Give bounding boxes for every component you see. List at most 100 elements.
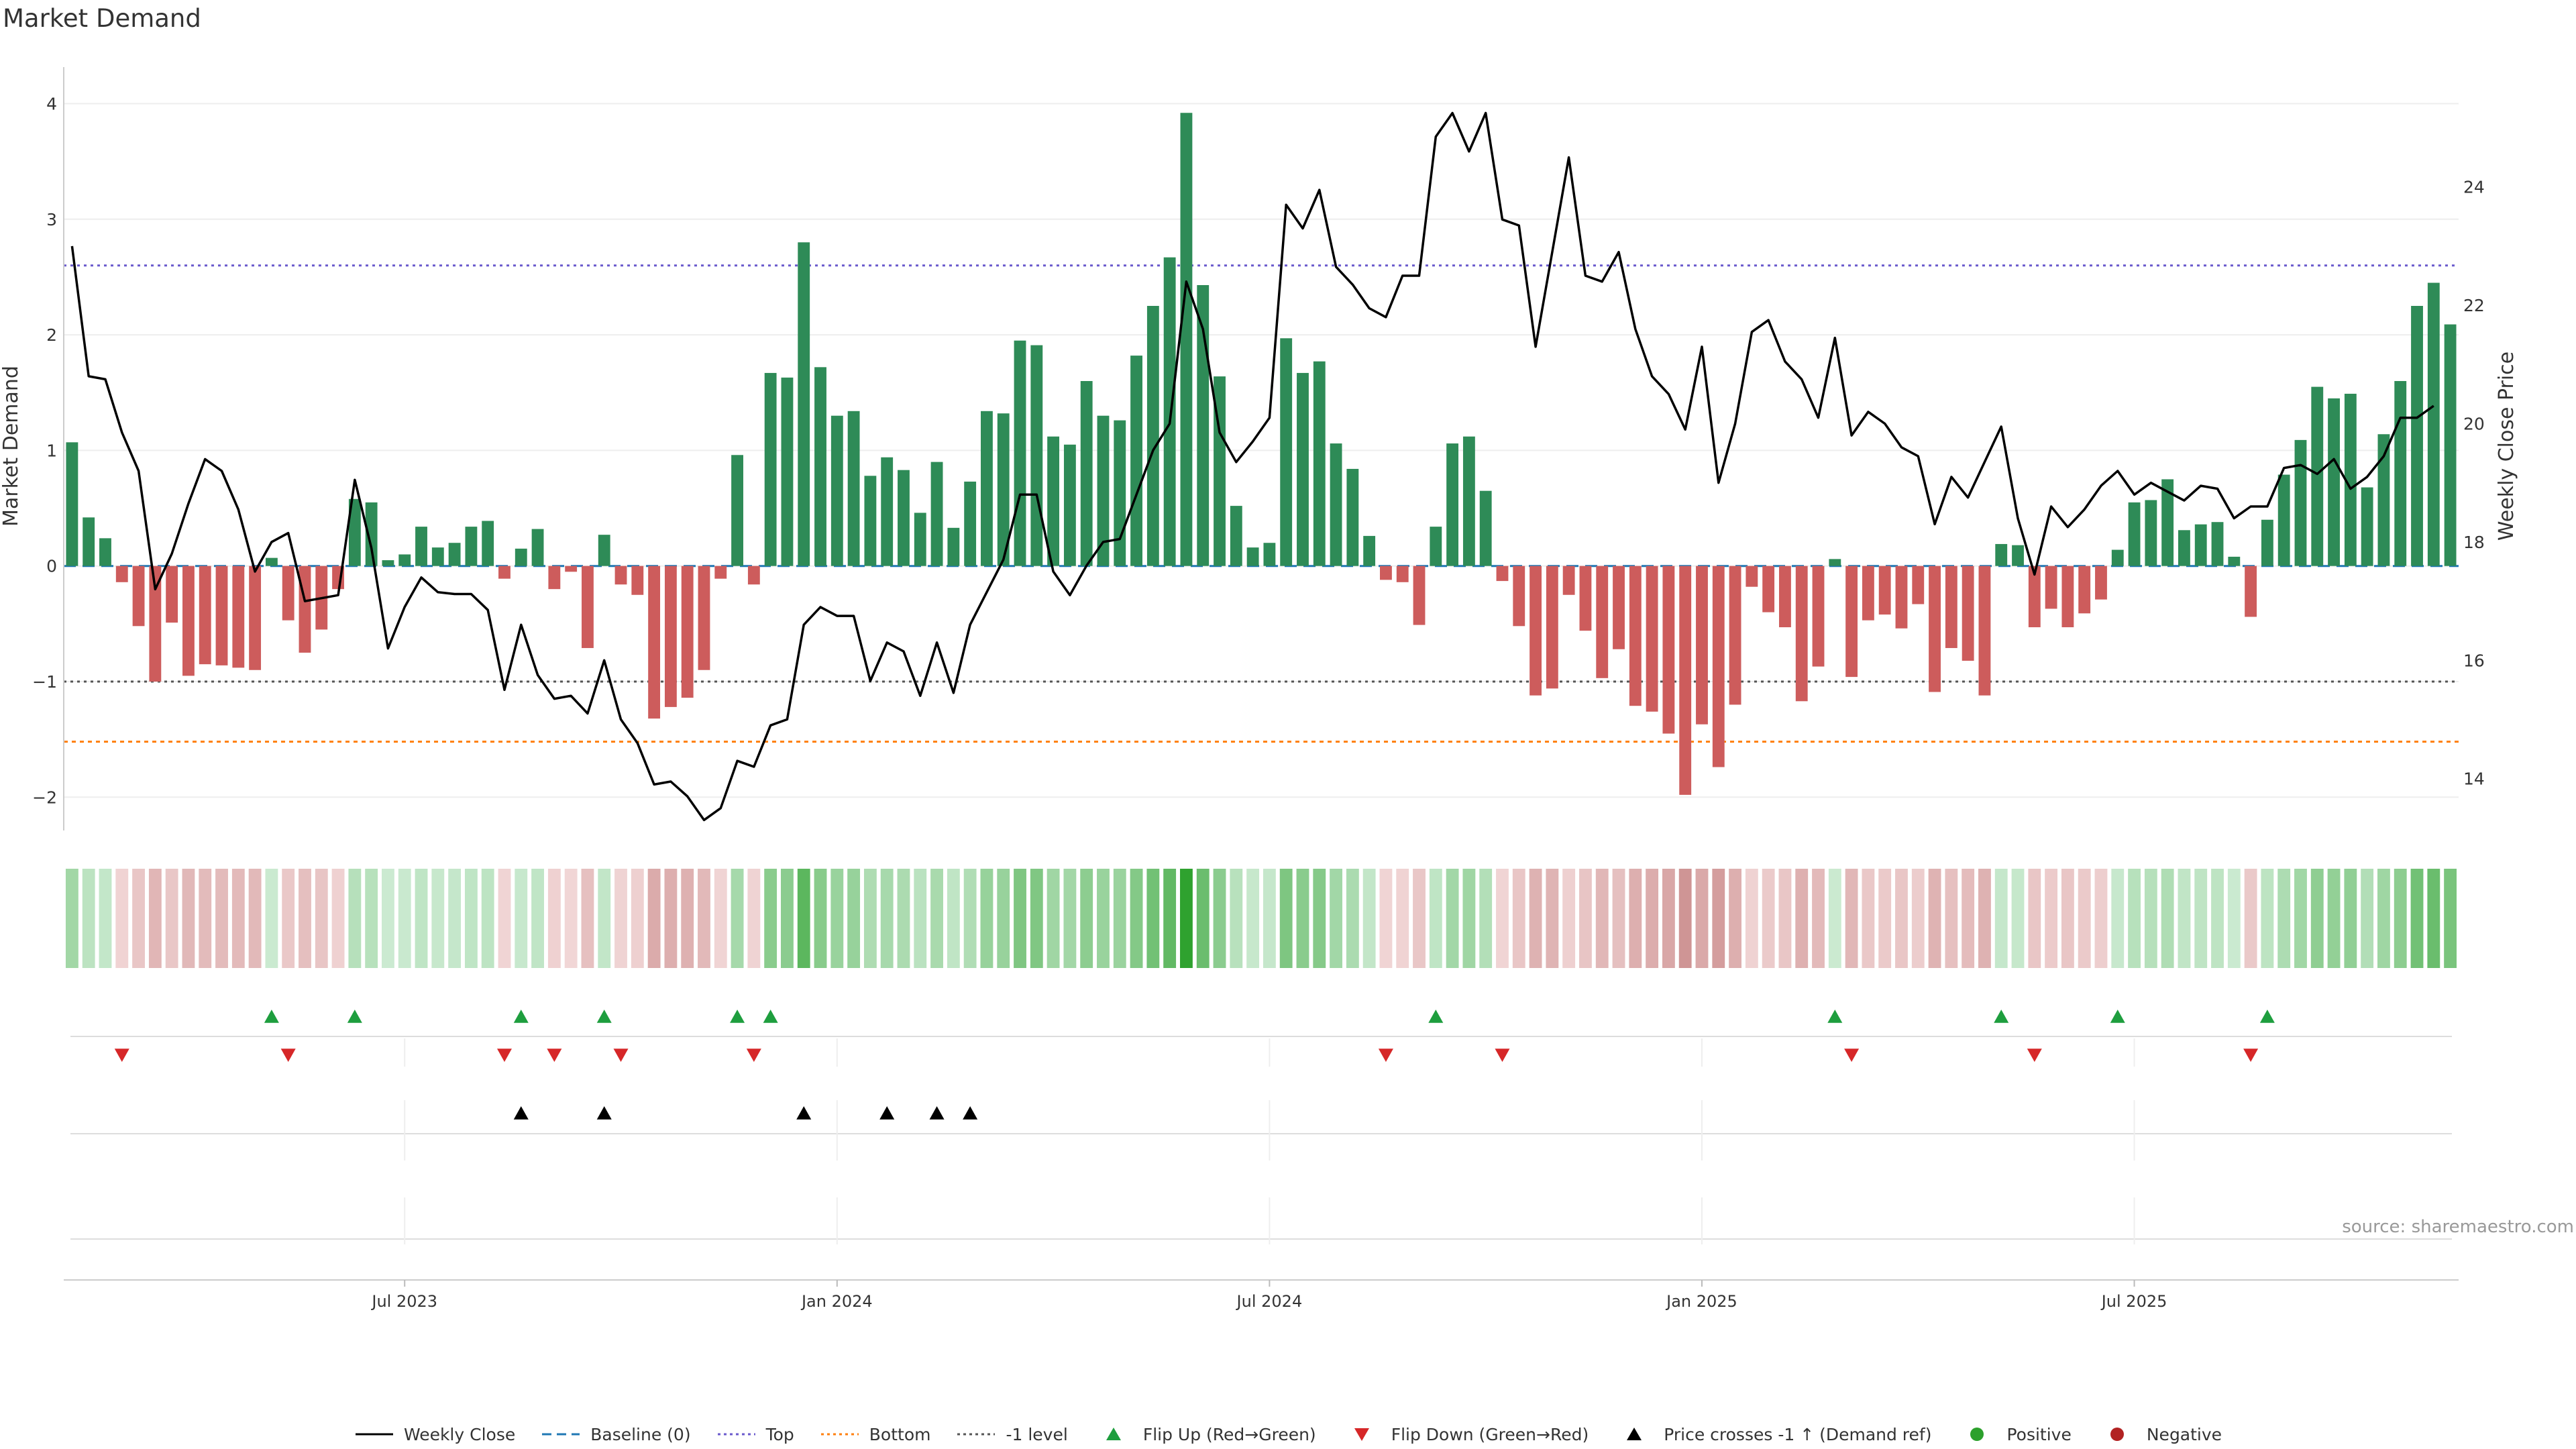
demand-bar (398, 554, 411, 566)
y2-tick-label: 16 (2463, 651, 2485, 670)
demand-bar (2311, 386, 2324, 566)
heat-cell (1113, 869, 1126, 968)
demand-bar (2045, 566, 2057, 609)
demand-bar (1346, 468, 1359, 566)
heat-cell (1529, 869, 1542, 968)
flip-up-marker (1827, 1010, 1843, 1023)
heat-cell (547, 869, 561, 968)
demand-bar (1214, 376, 1226, 566)
demand-bar (182, 566, 195, 676)
price-cross-marker (796, 1106, 812, 1120)
heat-cell (2310, 869, 2324, 968)
y-tick-label: 0 (46, 557, 57, 576)
heat-cell (1778, 869, 1792, 968)
demand-bar (382, 560, 394, 566)
legend-swatch (820, 1433, 859, 1436)
demand-bar (1413, 566, 1426, 625)
demand-bar (2078, 566, 2091, 614)
demand-bar (531, 529, 544, 566)
demand-bar (1746, 566, 1758, 587)
heat-cell (930, 869, 943, 968)
heat-cell (2111, 869, 2125, 968)
heat-cell (1213, 869, 1226, 968)
demand-bar (1845, 566, 1858, 678)
heat-cell (2045, 869, 2058, 968)
heat-cell (664, 869, 678, 968)
demand-bar (431, 547, 444, 566)
heat-cell (1263, 869, 1276, 968)
y2-tick-label: 14 (2463, 769, 2485, 789)
demand-bar (2245, 566, 2257, 617)
demand-bar (2377, 434, 2390, 566)
legend-symbol (1627, 1428, 1642, 1440)
demand-bar (898, 470, 910, 566)
legend-item: Price crosses -1 ↑ (Demand ref) (1614, 1425, 1931, 1444)
demand-bar (548, 566, 561, 590)
demand-bar (698, 566, 710, 670)
demand-bar (415, 527, 427, 566)
demand-bar (614, 566, 627, 585)
heat-cell (1646, 869, 1659, 968)
legend-label: Negative (2146, 1424, 2222, 1444)
x-tick-label: Jan 2024 (800, 1292, 873, 1311)
demand-bar (1795, 566, 1808, 702)
heat-cell (2178, 869, 2191, 968)
demand-bar (132, 566, 145, 627)
heat-cell (348, 869, 362, 968)
heat-cell (448, 869, 462, 968)
y-tick-label: −2 (32, 788, 57, 807)
demand-bar (1646, 566, 1658, 712)
demand-bar (2061, 566, 2074, 628)
flip-down-marker (746, 1049, 761, 1062)
heat-cell (1080, 869, 1093, 968)
demand-bar (115, 566, 128, 582)
demand-bar (1230, 506, 1242, 566)
heat-cell (1246, 869, 1260, 968)
price-cross-marker (596, 1106, 612, 1120)
demand-bar (99, 538, 111, 566)
heat-cell (1612, 869, 1625, 968)
demand-bar (565, 566, 578, 572)
heat-cell (1462, 869, 1476, 968)
heat-cell (1429, 869, 1442, 968)
source-note: source: sharemaestro.com (2342, 1217, 2574, 1237)
demand-bar (2095, 566, 2107, 600)
heat-cell (2161, 869, 2174, 968)
heat-cell (1911, 869, 1925, 968)
heat-cell (1163, 869, 1177, 968)
heat-cell (2294, 869, 2307, 968)
heat-cell (781, 869, 794, 968)
demand-bar (282, 566, 294, 621)
demand-bar (1330, 443, 1342, 566)
chart-legend: Weekly Close Baseline (0) Top Bottom -1 leve… (0, 1421, 2576, 1448)
demand-bar (448, 543, 461, 566)
demand-bar (2178, 530, 2190, 566)
demand-bar (598, 535, 610, 566)
heat-cell (331, 869, 345, 968)
legend-symbol (2110, 1428, 2124, 1441)
demand-bar (1280, 338, 1293, 566)
demand-bar (232, 566, 245, 668)
legend-label: Top (765, 1424, 794, 1444)
legend-label: Weekly Close (403, 1424, 516, 1444)
heat-cell (947, 869, 960, 968)
demand-bar (747, 566, 760, 585)
demand-bar (1712, 566, 1725, 767)
heat-cell (1413, 869, 1426, 968)
heat-cell (1662, 869, 1675, 968)
heat-cell (1130, 869, 1143, 968)
x-tick-label: Jan 2025 (1665, 1292, 1737, 1311)
heat-cell (1479, 869, 1493, 968)
legend-swatch (2110, 1428, 2124, 1441)
demand-bar (2145, 500, 2157, 566)
heat-cell (2261, 869, 2274, 968)
demand-bar (2328, 398, 2340, 566)
heat-cell (2028, 869, 2041, 968)
flip-down-marker (496, 1049, 512, 1062)
y2-tick-label: 20 (2463, 414, 2485, 433)
legend-label: Flip Down (Green→Red) (1391, 1424, 1589, 1444)
flip-down-marker (1495, 1049, 1510, 1062)
heat-cell (1046, 869, 1060, 968)
y-tick-label: 2 (46, 325, 57, 345)
